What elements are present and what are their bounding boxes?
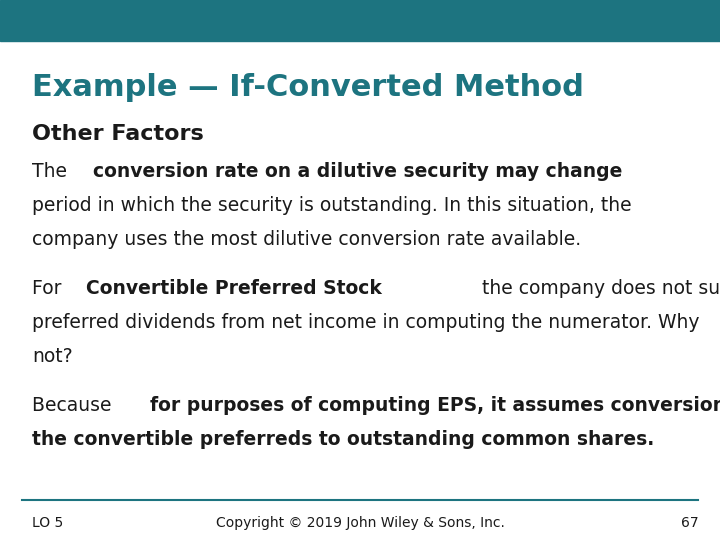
Text: company uses the most dilutive conversion rate available.: company uses the most dilutive conversio… bbox=[32, 230, 582, 249]
Bar bbox=[0, 0, 720, 40]
Text: Convertible Preferred Stock: Convertible Preferred Stock bbox=[86, 279, 388, 298]
Text: Example — If-Converted Method: Example — If-Converted Method bbox=[32, 73, 584, 102]
Text: period in which the security is outstanding. In this situation, the: period in which the security is outstand… bbox=[32, 196, 632, 215]
Text: the convertible preferreds to outstanding common shares.: the convertible preferreds to outstandin… bbox=[32, 430, 654, 449]
Text: not?: not? bbox=[32, 347, 73, 366]
Text: For: For bbox=[32, 279, 74, 298]
Text: conversion rate on a dilutive security may change: conversion rate on a dilutive security m… bbox=[93, 162, 629, 181]
Text: Because: Because bbox=[32, 396, 124, 415]
Text: 67: 67 bbox=[681, 516, 698, 530]
Text: Copyright © 2019 John Wiley & Sons, Inc.: Copyright © 2019 John Wiley & Sons, Inc. bbox=[215, 516, 505, 530]
Text: LO 5: LO 5 bbox=[32, 516, 63, 530]
Text: the company does not subtract: the company does not subtract bbox=[476, 279, 720, 298]
Text: The: The bbox=[32, 162, 79, 181]
Text: preferred dividends from net income in computing the numerator. Why: preferred dividends from net income in c… bbox=[32, 313, 700, 332]
Text: Other Factors: Other Factors bbox=[32, 124, 204, 144]
Text: for purposes of computing EPS, it assumes conversion of: for purposes of computing EPS, it assume… bbox=[150, 396, 720, 415]
